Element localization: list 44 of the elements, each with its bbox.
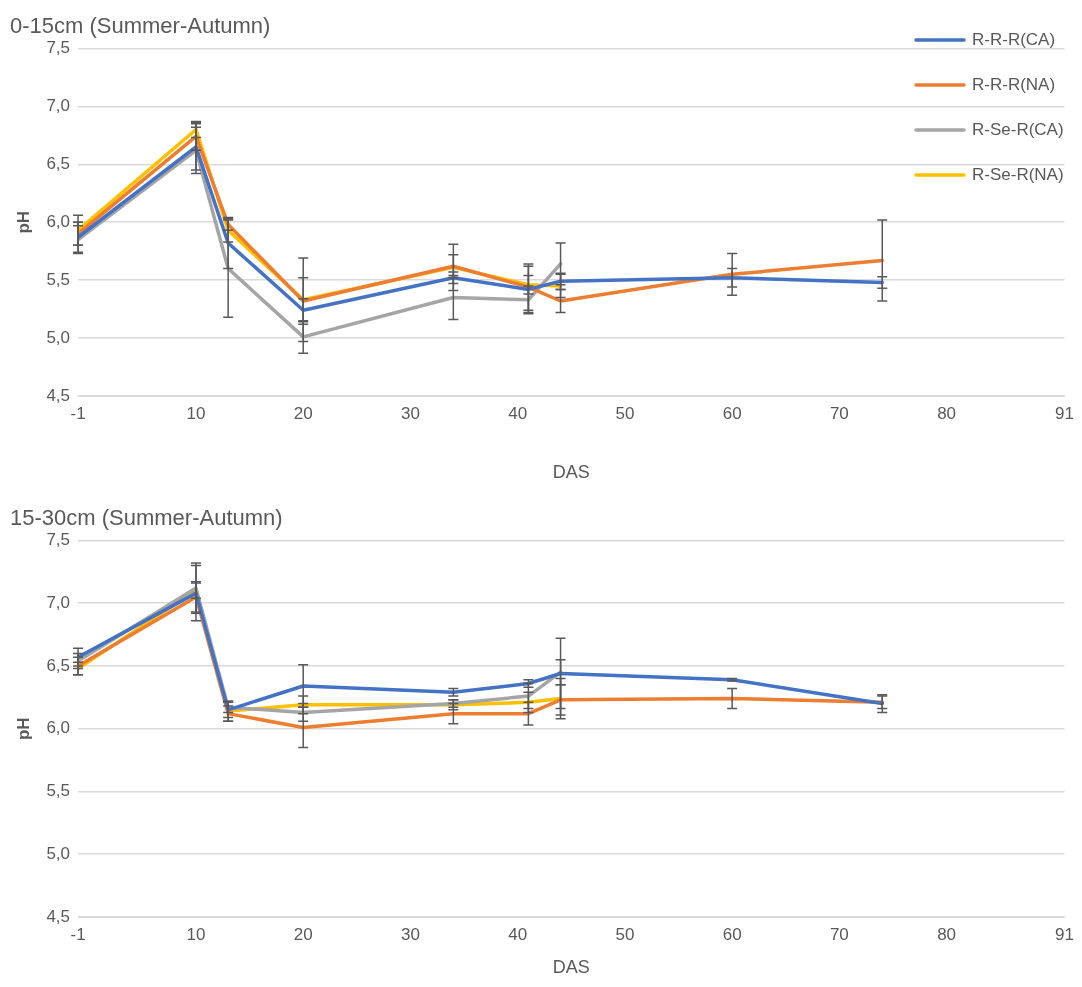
x-tick-label: -1 (70, 924, 86, 944)
x-axis-title: DAS (552, 462, 590, 483)
y-tick-label: 5,5 (46, 269, 71, 289)
x-tick-label: -1 (70, 403, 86, 423)
y-tick-label: 6,5 (46, 153, 71, 173)
y-tick-label: 6,0 (46, 718, 71, 738)
chart-title: 15-30cm (Summer-Autumn) (10, 505, 283, 531)
x-tick-label: 10 (186, 403, 206, 423)
x-tick-label: 40 (508, 403, 528, 423)
y-tick-label: 6,5 (46, 655, 71, 675)
y-tick-label: 5,5 (46, 781, 71, 801)
x-tick-label: 50 (615, 403, 635, 423)
legend-label: R-R-R(CA) (972, 29, 1056, 49)
y-tick-label: 7,0 (46, 96, 71, 116)
legend-label: R-R-R(NA) (972, 74, 1056, 94)
legend-label: R-Se-R(CA) (972, 119, 1064, 139)
chart-title: 0-15cm (Summer-Autumn) (10, 13, 271, 39)
x-tick-label: 10 (186, 924, 206, 944)
x-tick-label: 91 (1055, 924, 1075, 944)
x-tick-label: 50 (615, 924, 635, 944)
x-tick-label: 70 (829, 403, 849, 423)
x-tick-label: 80 (937, 924, 957, 944)
x-tick-label: 30 (400, 403, 420, 423)
x-tick-label: 20 (293, 403, 313, 423)
y-tick-label: 7,5 (46, 530, 71, 550)
y-tick-label: 7,5 (46, 38, 71, 58)
y-tick-label: 5,0 (46, 843, 71, 863)
x-tick-label: 80 (937, 403, 957, 423)
x-tick-label: 70 (829, 924, 849, 944)
y-tick-label: 6,0 (46, 211, 71, 231)
x-tick-label: 91 (1055, 403, 1075, 423)
legend-label: R-Se-R(NA) (972, 164, 1064, 184)
x-tick-label: 40 (508, 924, 528, 944)
x-axis-title: DAS (552, 957, 590, 978)
x-tick-label: 30 (400, 924, 420, 944)
x-tick-label: 20 (293, 924, 313, 944)
y-axis-title: pH (13, 717, 33, 741)
x-tick-label: 60 (722, 403, 742, 423)
y-tick-label: 4,5 (46, 385, 71, 405)
y-axis-title: pH (13, 210, 33, 234)
y-tick-label: 5,0 (46, 327, 71, 347)
y-tick-label: 7,0 (46, 592, 71, 612)
x-tick-label: 60 (722, 924, 742, 944)
y-tick-label: 4,5 (46, 906, 71, 926)
